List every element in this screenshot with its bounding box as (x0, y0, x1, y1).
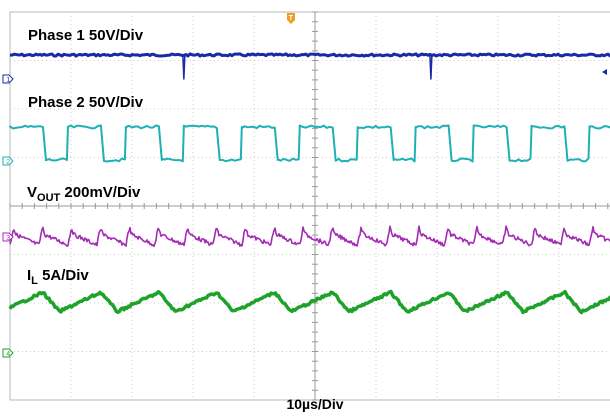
channel-3-label: VOUT 200mV/Div (27, 184, 141, 204)
channel-4-label: IL 5A/Div (27, 267, 89, 287)
trigger-marker[interactable]: T (287, 13, 295, 24)
channel-markers: 1 2 3 4 T (2, 13, 607, 358)
channel-2-label: Phase 2 50V/Div (28, 94, 144, 111)
trace-layer (8, 52, 610, 315)
x-axis-label: 10µs/Div (286, 396, 344, 412)
series-line-2 (9, 124, 610, 163)
series-line-3 (9, 225, 610, 248)
series-line-4 (8, 289, 610, 315)
channel-1-edge-arrow (602, 69, 607, 75)
series-line-1 (182, 54, 186, 80)
channel-1-ground-marker[interactable]: 1 (2, 74, 14, 84)
channel-4-marker-number: 4 (6, 351, 10, 358)
channel-2-marker-number: 2 (6, 159, 10, 166)
trigger-marker-letter: T (289, 15, 294, 22)
channel-1-label: Phase 1 50V/Div (28, 27, 144, 44)
channel-3-marker-number: 3 (6, 235, 10, 242)
channel-1-marker-number: 1 (6, 77, 10, 84)
channel-2-ground-marker[interactable]: 2 (2, 156, 14, 166)
series-line-1 (429, 54, 433, 80)
channel-4-ground-marker[interactable]: 4 (2, 348, 14, 358)
graticule (9, 11, 610, 401)
series-line-1 (9, 52, 610, 58)
channel-3-ground-marker[interactable]: 3 (2, 232, 14, 242)
